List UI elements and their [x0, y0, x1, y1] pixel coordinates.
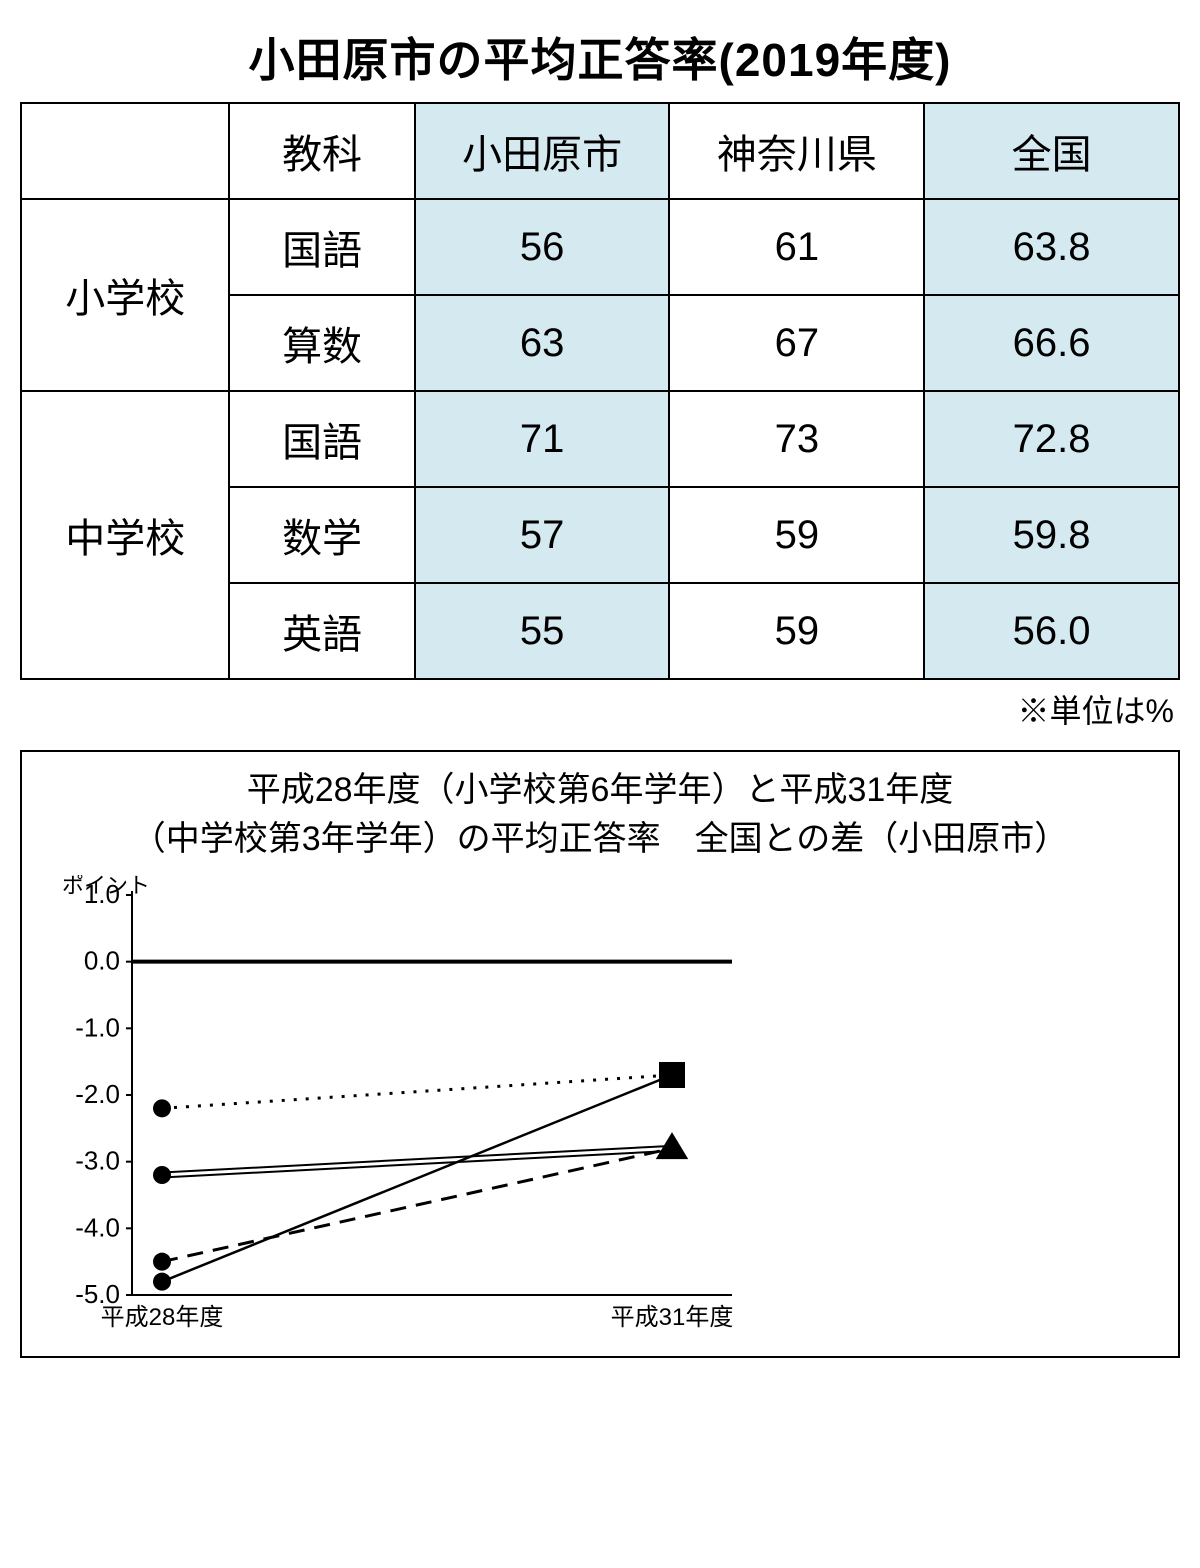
table-row: 小学校国語566163.8 [21, 199, 1179, 295]
table-cell: 国語 [229, 391, 414, 487]
table-cell: 66.6 [924, 295, 1179, 391]
table-header-cell [21, 103, 229, 199]
svg-text:-4.0: -4.0 [75, 1212, 120, 1242]
chart-legend [772, 875, 1168, 933]
svg-text:平成28年度: 平成28年度 [101, 1304, 224, 1331]
table-cell: 算数 [229, 295, 414, 391]
chart-title-line1: 平成28年度（小学校第6年学年）と平成31年度 [247, 771, 954, 809]
table-cell: 67 [669, 295, 924, 391]
table-cell: 数学 [229, 487, 414, 583]
chart-container: 平成28年度（小学校第6年学年）と平成31年度 （中学校第3年学年）の平均正答率… [20, 750, 1180, 1358]
table-cell: 72.8 [924, 391, 1179, 487]
table-cell: 英語 [229, 583, 414, 679]
chart-title: 平成28年度（小学校第6年学年）と平成31年度 （中学校第3年学年）の平均正答率… [32, 766, 1168, 865]
table-cell: 63 [415, 295, 670, 391]
table-group-header: 中学校 [21, 391, 229, 679]
score-table: 教科小田原市神奈川県全国 小学校国語566163.8算数636766.6中学校国… [20, 102, 1180, 680]
table-cell: 63.8 [924, 199, 1179, 295]
svg-text:-2.0: -2.0 [75, 1079, 120, 1109]
table-cell: 61 [669, 199, 924, 295]
table-cell: 71 [415, 391, 670, 487]
table-cell: 59 [669, 583, 924, 679]
table-cell: 57 [415, 487, 670, 583]
table-cell: 73 [669, 391, 924, 487]
table-cell: 55 [415, 583, 670, 679]
table-cell: 56.0 [924, 583, 1179, 679]
unit-note: ※単位は% [20, 686, 1174, 732]
page-title: 小田原市の平均正答率(2019年度) [20, 24, 1180, 90]
svg-text:-3.0: -3.0 [75, 1145, 120, 1175]
table-row: 中学校国語717372.8 [21, 391, 1179, 487]
svg-text:平成31年度: 平成31年度 [611, 1304, 734, 1331]
chart-title-line2: （中学校第3年学年）の平均正答率 全国との差（小田原市） [132, 820, 1069, 858]
table-header-cell: 全国 [924, 103, 1179, 199]
table-header-cell: 神奈川県 [669, 103, 924, 199]
svg-text:0.0: 0.0 [84, 945, 120, 975]
table-header-cell: 小田原市 [415, 103, 670, 199]
table-cell: 59 [669, 487, 924, 583]
chart-plot: ポイント1.00.0-1.0-2.0-3.0-4.0-5.0平成28年度平成31… [32, 875, 772, 1350]
table-header-cell: 教科 [229, 103, 414, 199]
svg-text:1.0: 1.0 [84, 879, 120, 909]
table-cell: 59.8 [924, 487, 1179, 583]
table-group-header: 小学校 [21, 199, 229, 391]
svg-text:-1.0: -1.0 [75, 1012, 120, 1042]
table-cell: 56 [415, 199, 670, 295]
table-cell: 国語 [229, 199, 414, 295]
